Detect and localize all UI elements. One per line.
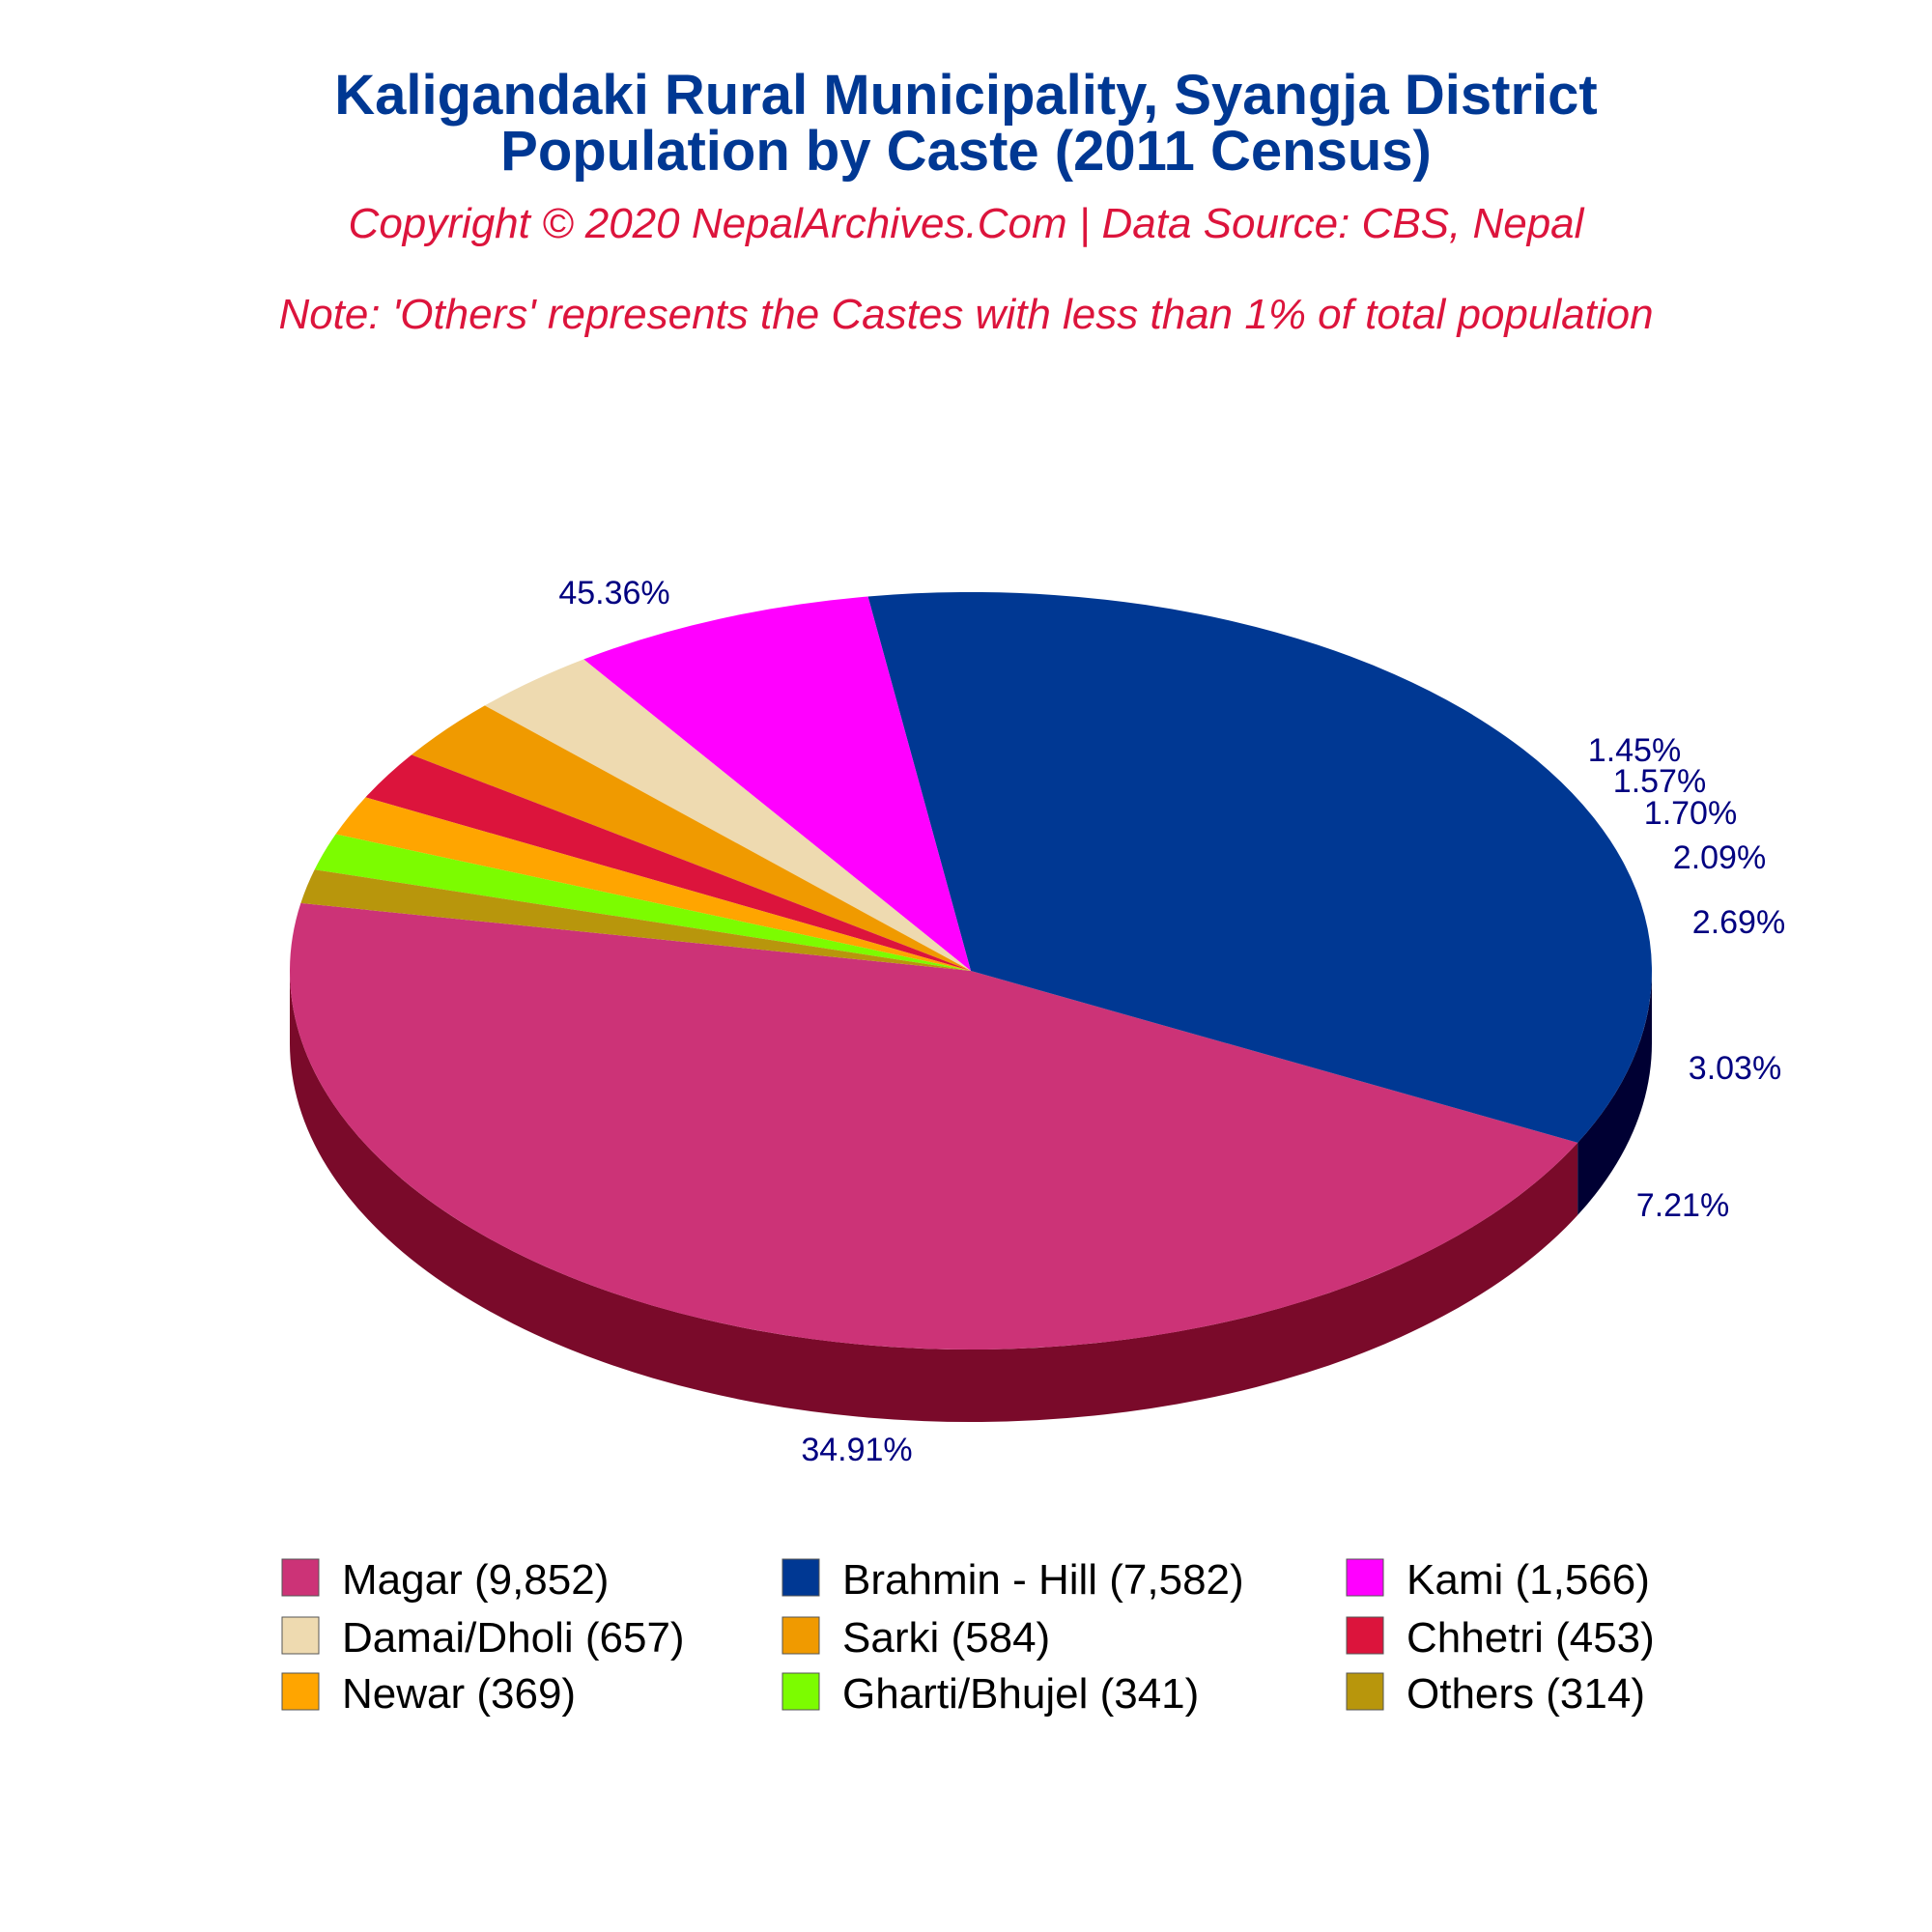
slice-gharti-bhujel xyxy=(314,834,972,971)
percent-label-newar: 1.70% xyxy=(1644,795,1737,832)
chart-title: Kaligandaki Rural Municipality, Syangja … xyxy=(334,64,1597,127)
legend-label-newar: Newar (369) xyxy=(342,1670,576,1718)
legend-swatch-others xyxy=(1346,1672,1384,1711)
legend-swatch-sarki xyxy=(781,1616,820,1655)
percent-label-magar: 45.36% xyxy=(558,575,669,611)
legend-label-kami: Kami (1,566) xyxy=(1406,1556,1650,1604)
slice-sarki xyxy=(411,705,972,971)
legend-swatch-newar xyxy=(281,1672,320,1711)
legend-label-sarki: Sarki (584) xyxy=(842,1614,1050,1662)
legend-swatch-chhetri xyxy=(1346,1616,1384,1655)
legend-label-magar: Magar (9,852) xyxy=(342,1556,609,1604)
slice-chhetri xyxy=(365,754,972,971)
slice-others xyxy=(300,869,971,971)
slice-kami xyxy=(583,596,971,971)
pie-side-walls xyxy=(290,971,1652,1422)
legend: Magar (9,852) Brahmin - Hill (7,582) Kami … xyxy=(281,1556,1655,1718)
legend-label-damai-dholi: Damai/Dholi (657) xyxy=(342,1614,685,1662)
percent-label-brahmin-hill: 34.91% xyxy=(801,1432,912,1468)
legend-swatch-brahmin-hill xyxy=(781,1558,820,1597)
note-text: Note: 'Others' represents the Castes wit… xyxy=(278,291,1653,338)
legend-label-gharti-bhujel: Gharti/Bhujel (341) xyxy=(842,1670,1199,1718)
slice-damai-dholi xyxy=(484,659,971,971)
legend-swatch-magar xyxy=(281,1558,320,1597)
slice-side-magar xyxy=(290,971,1578,1422)
copyright-text: Copyright © 2020 NepalArchives.Com | Dat… xyxy=(349,200,1585,247)
slice-side-brahmin-hill xyxy=(1577,971,1652,1215)
legend-swatch-kami xyxy=(1346,1558,1384,1597)
legend-label-others: Others (314) xyxy=(1406,1670,1645,1718)
chart-subtitle: Population by Caste (2011 Census) xyxy=(500,120,1432,183)
percent-label-kami: 7.21% xyxy=(1636,1187,1729,1224)
legend-swatch-damai-dholi xyxy=(281,1616,320,1655)
slice-magar xyxy=(290,902,1578,1350)
pie-percent-labels: 45.36% 34.91% 7.21% 3.03% 2.69% 2.09% 1.70%1.5… xyxy=(558,575,1785,1468)
slice-brahmin-hill xyxy=(867,592,1652,1143)
legend-label-brahmin-hill: Brahmin - Hill (7,582) xyxy=(842,1556,1244,1604)
percent-label-others: 1.45% xyxy=(1588,732,1681,769)
percent-label-sarki: 2.69% xyxy=(1692,904,1785,941)
legend-label-chhetri: Chhetri (453) xyxy=(1406,1614,1655,1662)
percent-label-chhetri: 2.09% xyxy=(1673,839,1766,876)
percent-label-gharti-bhujel: 1.57% xyxy=(1613,763,1706,800)
percent-label-damai-dholi: 3.03% xyxy=(1689,1050,1781,1087)
slice-newar xyxy=(335,797,972,971)
pie-slices xyxy=(290,592,1652,1350)
legend-swatch-gharti-bhujel xyxy=(781,1672,820,1711)
